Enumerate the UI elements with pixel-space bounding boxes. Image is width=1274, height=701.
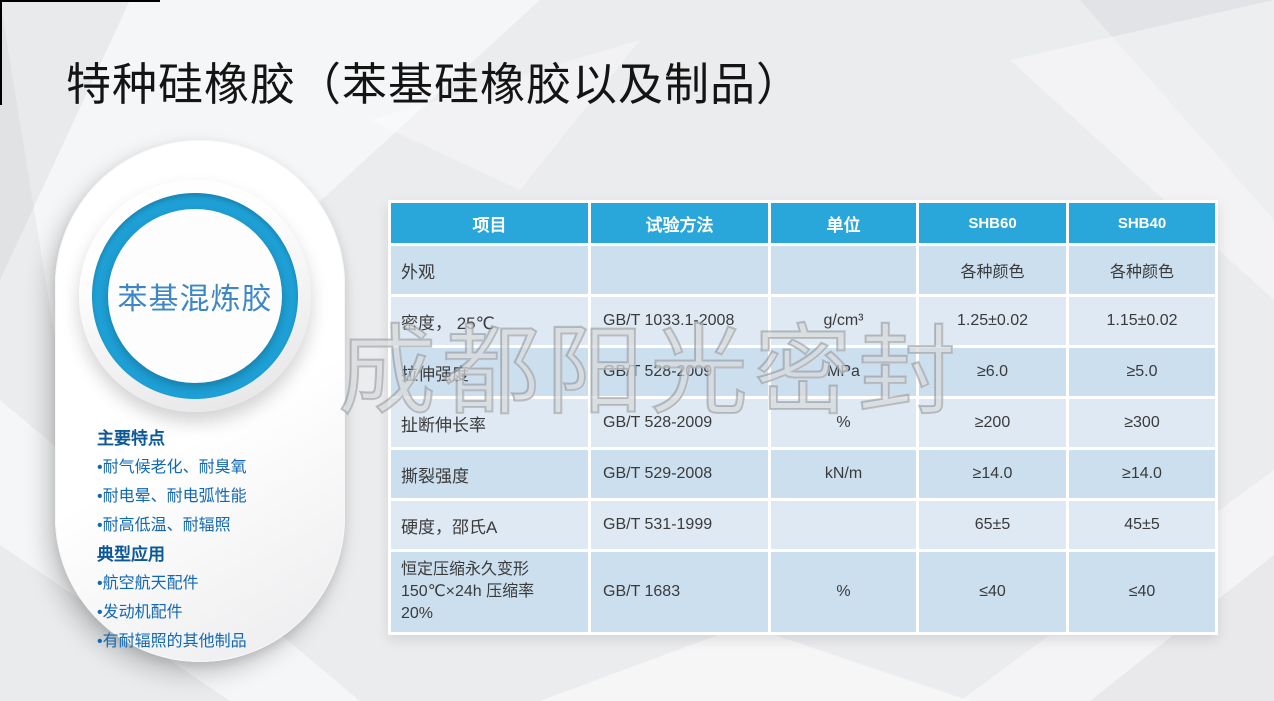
col-header-unit: 单位 bbox=[768, 200, 919, 246]
cell-shb40: ≥14.0 bbox=[1066, 447, 1218, 501]
table-row: 硬度，邵氏A GB/T 531-1999 65±5 45±5 bbox=[388, 498, 1218, 552]
cell-method: GB/T 528-2009 bbox=[588, 345, 771, 399]
badge-label: 苯基混炼胶 bbox=[117, 283, 273, 316]
table-header-row: 项目 试验方法 单位 SHB60 SHB40 bbox=[388, 200, 1218, 246]
cell-shb60: 各种颜色 bbox=[916, 243, 1069, 297]
cell-method: GB/T 1033.1-2008 bbox=[588, 294, 771, 348]
cell-shb40: 45±5 bbox=[1066, 498, 1218, 552]
cell-shb40: 1.15±0.02 bbox=[1066, 294, 1218, 348]
cell-unit bbox=[768, 243, 919, 297]
feature-item: •耐电晕、耐电弧性能 bbox=[97, 488, 247, 505]
application-item: •有耐辐照的其他制品 bbox=[97, 633, 247, 650]
col-header-method: 试验方法 bbox=[588, 200, 771, 246]
cell-unit: g/cm³ bbox=[768, 294, 919, 348]
cell-shb40: 各种颜色 bbox=[1066, 243, 1218, 297]
cell-unit: MPa bbox=[768, 345, 919, 399]
cell-item-line: 150℃×24h 压缩率 bbox=[401, 583, 535, 600]
cell-unit: kN/m bbox=[768, 447, 919, 501]
table-row: 撕裂强度 GB/T 529-2008 kN/m ≥14.0 ≥14.0 bbox=[388, 447, 1218, 501]
feature-item: •耐气候老化、耐臭氧 bbox=[97, 459, 247, 476]
slide-edge-left bbox=[0, 0, 2, 105]
application-item: •航空航天配件 bbox=[97, 575, 199, 592]
slide-edge-top bbox=[0, 0, 160, 2]
table-row: 扯断伸长率 GB/T 528-2009 % ≥200 ≥300 bbox=[388, 396, 1218, 450]
col-header-shb60: SHB60 bbox=[916, 200, 1069, 246]
spec-table: 项目 试验方法 单位 SHB60 SHB40 外观 各种颜色 各种颜色 密度， … bbox=[388, 200, 1218, 635]
cell-item: 硬度，邵氏A bbox=[388, 498, 591, 552]
cell-method: GB/T 529-2008 bbox=[588, 447, 771, 501]
cell-shb40: ≤40 bbox=[1066, 549, 1218, 635]
cell-shb60: ≥6.0 bbox=[916, 345, 1069, 399]
feature-item: •耐高低温、耐辐照 bbox=[97, 517, 231, 534]
badge-ring: 苯基混炼胶 bbox=[92, 193, 298, 399]
left-panel: 苯基混炼胶 主要特点 •耐气候老化、耐臭氧 •耐电晕、耐电弧性能 •耐高低温、耐… bbox=[55, 140, 345, 662]
cell-item: 外观 bbox=[388, 243, 591, 297]
cell-item-line: 恒定压缩永久变形 bbox=[401, 561, 530, 578]
application-item: •发动机配件 bbox=[97, 604, 183, 621]
col-header-item: 项目 bbox=[388, 200, 591, 246]
cell-method: GB/T 531-1999 bbox=[588, 498, 771, 552]
cell-item: 撕裂强度 bbox=[388, 447, 591, 501]
cell-method: GB/T 1683 bbox=[588, 549, 771, 635]
cell-shb60: ≥14.0 bbox=[916, 447, 1069, 501]
feature-list: 主要特点 •耐气候老化、耐臭氧 •耐电晕、耐电弧性能 •耐高低温、耐辐照 典型应… bbox=[97, 424, 327, 656]
cell-shb40: ≥300 bbox=[1066, 396, 1218, 450]
table-row: 恒定压缩永久变形 150℃×24h 压缩率 20% GB/T 1683 % ≤4… bbox=[388, 549, 1218, 635]
applications-heading: 典型应用 bbox=[97, 545, 165, 564]
cell-item: 恒定压缩永久变形 150℃×24h 压缩率 20% bbox=[388, 549, 591, 635]
badge-circle: 苯基混炼胶 bbox=[79, 180, 311, 412]
cell-item: 扯断伸长率 bbox=[388, 396, 591, 450]
cell-item: 密度， 25℃ bbox=[388, 294, 591, 348]
cell-shb40: ≥5.0 bbox=[1066, 345, 1218, 399]
cell-shb60: 1.25±0.02 bbox=[916, 294, 1069, 348]
page-title: 特种硅橡胶（苯基硅橡胶以及制品） bbox=[66, 60, 803, 110]
cell-unit: % bbox=[768, 396, 919, 450]
cell-method bbox=[588, 243, 771, 297]
cell-shb60: ≤40 bbox=[916, 549, 1069, 635]
cell-unit bbox=[768, 498, 919, 552]
cell-item: 拉伸强度 bbox=[388, 345, 591, 399]
table-row: 外观 各种颜色 各种颜色 bbox=[388, 243, 1218, 297]
table-row: 密度， 25℃ GB/T 1033.1-2008 g/cm³ 1.25±0.02… bbox=[388, 294, 1218, 348]
col-header-shb40: SHB40 bbox=[1066, 200, 1218, 246]
cell-method: GB/T 528-2009 bbox=[588, 396, 771, 450]
badge-inner-circle: 苯基混炼胶 bbox=[108, 209, 282, 383]
cell-item-line: 20% bbox=[401, 605, 434, 622]
table-row: 拉伸强度 GB/T 528-2009 MPa ≥6.0 ≥5.0 bbox=[388, 345, 1218, 399]
features-heading: 主要特点 bbox=[97, 429, 165, 448]
cell-shb60: 65±5 bbox=[916, 498, 1069, 552]
cell-shb60: ≥200 bbox=[916, 396, 1069, 450]
cell-unit: % bbox=[768, 549, 919, 635]
